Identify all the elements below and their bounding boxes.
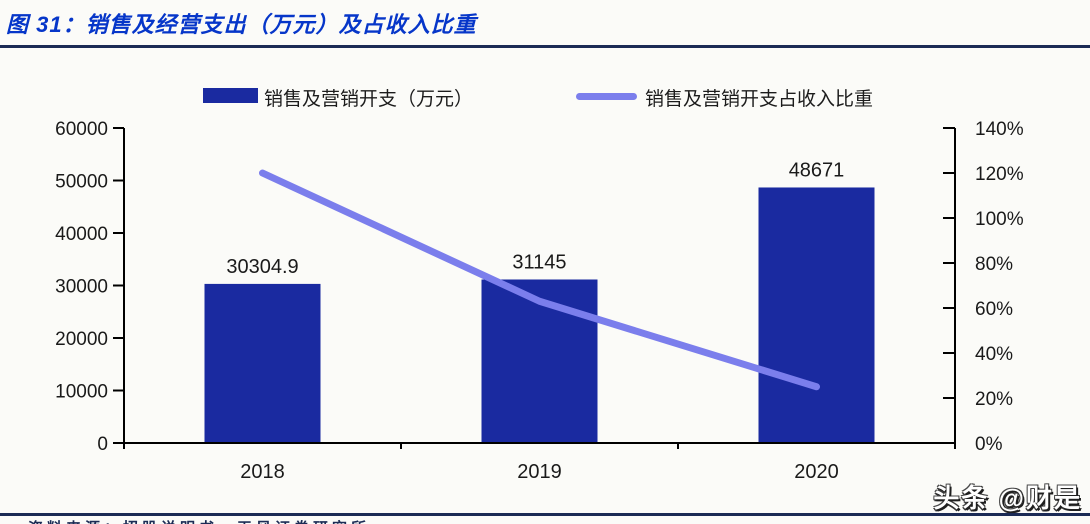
x-axis-category-label: 2020 (794, 461, 839, 483)
source-note-clipped: 资料来源：招股说明书，天风证券研究所 (28, 517, 370, 524)
bar-2019 (481, 279, 598, 443)
bar-2018 (204, 283, 321, 443)
legend-bar-swatch (203, 88, 258, 103)
bar-value-label: 48671 (789, 159, 845, 181)
x-axis-category-label: 2018 (240, 461, 285, 483)
x-axis-category-label: 2019 (517, 461, 562, 483)
right-axis-tick-label: 60% (975, 299, 1013, 320)
ratio-line (259, 169, 820, 391)
right-axis-tick-label: 20% (975, 389, 1013, 410)
left-axis-tick-label: 0 (97, 434, 108, 455)
left-axis-tick-label: 50000 (55, 172, 108, 193)
left-axis-tick-label: 40000 (55, 224, 108, 245)
right-axis-tick-label: 0% (975, 434, 1003, 455)
title-divider (0, 45, 1090, 48)
right-axis-tick-label: 80% (975, 254, 1013, 275)
bar-value-label: 31145 (512, 251, 566, 273)
right-axis-tick-label: 140% (975, 119, 1024, 140)
bar-2020 (758, 187, 875, 443)
watermark: 头条 @财是 (933, 483, 1082, 513)
left-axis-tick-label: 10000 (55, 382, 108, 403)
footer-divider (0, 513, 1090, 516)
legend-bar-label: 销售及营销开支（万元） (264, 89, 474, 110)
combo-chart: 0 10000 20000 30000 40000 50000 60000 0% 20% 40% 6… (55, 119, 1024, 483)
legend-line-label: 销售及营销开支占收入比重 (645, 89, 874, 110)
right-axis-tick-label: 100% (975, 209, 1024, 230)
right-axis-tick-label: 120% (975, 164, 1024, 185)
figure-title: 图 31：销售及经营支出（万元）及占收入比重 (6, 12, 477, 37)
left-axis-tick-label: 30000 (55, 277, 108, 298)
left-axis-tick-label: 60000 (55, 119, 108, 140)
right-axis-tick-label: 40% (975, 344, 1013, 365)
left-axis-tick-label: 20000 (55, 329, 108, 350)
bar-value-label: 30304.9 (226, 256, 298, 278)
legend-line-swatch (576, 93, 637, 100)
